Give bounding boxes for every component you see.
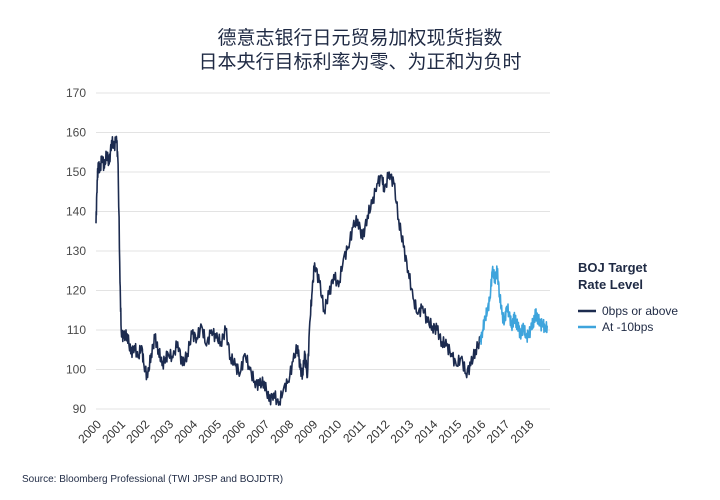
- legend-label-neg10bps: At -10bps: [602, 320, 653, 334]
- y-tick-label: 170: [66, 86, 86, 100]
- x-tick-label: 2004: [171, 417, 200, 446]
- chart-title-line-2: 日本央行目标利率为零、为正和为负时: [198, 51, 521, 73]
- series-line-1: [479, 265, 549, 346]
- x-tick-label: 2016: [460, 417, 489, 446]
- y-tick-label: 90: [73, 402, 87, 416]
- x-tick-label: 2007: [243, 417, 272, 446]
- x-tick-label: 2005: [195, 417, 224, 446]
- x-tick-label: 2010: [316, 417, 345, 446]
- y-tick-label: 140: [66, 205, 86, 219]
- x-tick-label: 2011: [340, 417, 368, 445]
- y-tick-label: 120: [66, 284, 86, 298]
- x-tick-label: 2017: [484, 417, 513, 446]
- x-tick-label: 2000: [75, 417, 104, 446]
- x-tick-label: 2014: [412, 417, 441, 446]
- series-line-0: [95, 135, 482, 406]
- series-lines: [95, 135, 549, 406]
- x-tick-label: 2001: [99, 417, 128, 446]
- x-axis-ticks: 2000200120022003200420052006200720082009…: [75, 417, 536, 446]
- y-tick-label: 160: [66, 126, 86, 140]
- gridlines: [96, 92, 550, 410]
- legend-title-line-2: Rate Level: [578, 277, 643, 292]
- y-tick-label: 130: [66, 244, 86, 258]
- x-tick-label: 2008: [268, 417, 297, 446]
- x-tick-label: 2009: [292, 417, 321, 446]
- y-tick-label: 150: [66, 165, 86, 179]
- source-note: Source: Bloomberg Professional (TWI JPSP…: [22, 474, 283, 485]
- legend-title-line-1: BOJ Target: [578, 260, 648, 275]
- x-tick-label: 2015: [436, 417, 465, 446]
- x-tick-label: 2006: [219, 417, 248, 446]
- x-tick-label: 2012: [364, 417, 393, 446]
- x-tick-label: 2002: [123, 417, 152, 446]
- y-tick-label: 100: [66, 363, 86, 377]
- legend-label-0bps: 0bps or above: [602, 304, 678, 318]
- y-axis-ticks: 90 100 110 120 130 140 150 160 170: [66, 86, 86, 416]
- y-tick-label: 110: [67, 323, 86, 337]
- x-tick-label: 2003: [147, 417, 176, 446]
- legend: BOJ Target Rate Level 0bps or above At -…: [578, 260, 678, 334]
- x-tick-label: 2013: [388, 417, 417, 446]
- x-tick-label: 2018: [508, 417, 537, 446]
- chart-title-line-1: 德意志银行日元贸易加权现货指数: [217, 27, 502, 49]
